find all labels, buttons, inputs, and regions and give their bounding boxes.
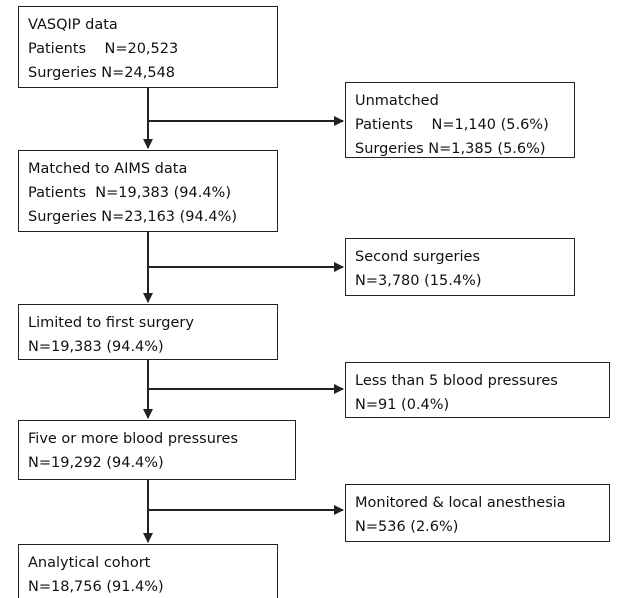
box-text: Surgeries N=24,548 [28,65,176,81]
exclusion-box: Second surgeries N=3,780 (15.4%) [345,238,575,296]
box-text: N=18,756 (91.4%) [28,579,164,595]
box-text: Less than 5 blood pressures [355,373,558,389]
box-text: Patients N=20,523 [28,41,179,57]
box-text: Patients N=19,383 (94.4%) [28,185,231,201]
box-text: Limited to first surgery [28,315,194,331]
box-text: Monitored & local anesthesia [355,495,566,511]
main-box: Matched to AIMS data Patients N=19,383 (… [18,150,278,232]
box-text: Five or more blood pressures [28,431,239,447]
box-text: N=19,292 (94.4%) [28,455,164,471]
box-text: Surgeries N=23,163 (94.4%) [28,209,238,225]
main-box: Five or more blood pressures N=19,292 (9… [18,420,296,480]
exclusion-box: Monitored & local anesthesia N=536 (2.6%… [345,484,610,542]
box-text: VASQIP data [28,17,118,33]
exclusion-box: Unmatched Patients N=1,140 (5.6%) Surger… [345,82,575,158]
box-text: N=3,780 (15.4%) [355,273,482,289]
box-text: Second surgeries [355,249,481,265]
box-text: Surgeries N=1,385 (5.6%) [355,141,546,157]
box-text: N=19,383 (94.4%) [28,339,164,355]
main-box: Limited to first surgery N=19,383 (94.4%… [18,304,278,360]
box-text: Matched to AIMS data [28,161,188,177]
exclusion-box: Less than 5 blood pressures N=91 (0.4%) [345,362,610,418]
box-text: Unmatched [355,93,439,109]
box-text: Analytical cohort [28,555,151,571]
box-text: Patients N=1,140 (5.6%) [355,117,549,133]
main-box: VASQIP data Patients N=20,523 Surgeries … [18,6,278,88]
main-box: Analytical cohort N=18,756 (91.4%) [18,544,278,598]
box-text: N=536 (2.6%) [355,519,459,535]
box-text: N=91 (0.4%) [355,397,450,413]
